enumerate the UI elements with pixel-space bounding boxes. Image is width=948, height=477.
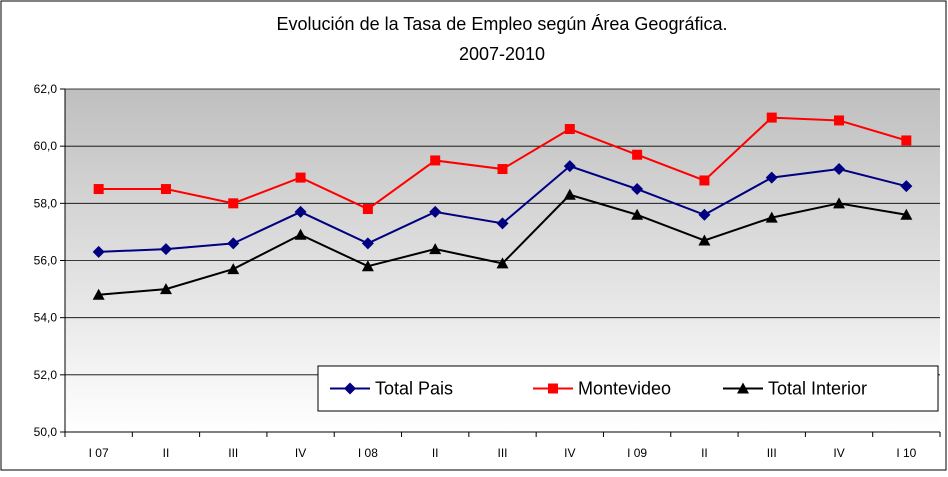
data-point	[632, 149, 643, 160]
data-point	[227, 263, 240, 275]
data-point	[361, 237, 374, 250]
data-point	[765, 171, 778, 184]
data-point	[92, 288, 105, 300]
x-tick-label: I 09	[627, 446, 647, 460]
legend-marker	[737, 382, 749, 394]
data-point	[496, 257, 509, 269]
x-tick-label: II	[701, 446, 708, 460]
data-point	[361, 260, 374, 272]
data-point	[833, 197, 846, 209]
data-point	[900, 180, 913, 193]
x-tick-label: IV	[295, 446, 306, 460]
legend-marker	[344, 382, 356, 395]
y-tick-label: 62,0	[34, 82, 58, 96]
y-tick-label: 50,0	[34, 425, 58, 439]
legend	[317, 365, 939, 412]
data-point	[765, 211, 778, 223]
data-point	[699, 175, 710, 186]
data-point	[430, 155, 441, 166]
x-tick-label: I 07	[89, 446, 109, 460]
data-point	[159, 283, 172, 295]
legend-label: Total Pais	[375, 379, 453, 399]
data-point	[698, 208, 711, 221]
x-tick-label: III	[497, 446, 507, 460]
data-point	[228, 198, 239, 209]
data-point	[564, 124, 575, 135]
data-point	[294, 228, 307, 240]
data-point	[766, 112, 777, 123]
data-point	[631, 208, 644, 220]
data-point	[834, 115, 845, 126]
data-point	[833, 163, 846, 176]
data-point	[563, 160, 576, 173]
x-tick-label: I 10	[896, 446, 916, 460]
legend-label: Total Interior	[768, 379, 867, 399]
data-point	[160, 184, 171, 195]
y-tick-label: 56,0	[34, 254, 58, 268]
data-point	[294, 205, 307, 218]
legend-label: Montevideo	[578, 379, 671, 399]
x-tick-label: II	[163, 446, 170, 460]
y-tick-label: 60,0	[34, 139, 58, 153]
x-tick-label: I 08	[358, 446, 378, 460]
chart-subtitle: 2007-2010	[459, 44, 545, 64]
chart-title: Evolución de la Tasa de Empleo según Áre…	[277, 14, 728, 34]
x-tick-label: IV	[564, 446, 575, 460]
x-tick-label: III	[228, 446, 238, 460]
y-tick-label: 54,0	[34, 311, 58, 325]
data-point	[227, 237, 240, 250]
data-point	[93, 184, 104, 195]
legend-marker	[548, 383, 558, 394]
y-tick-label: 58,0	[34, 196, 58, 210]
data-point	[900, 208, 913, 220]
data-point	[496, 217, 509, 230]
data-point	[295, 172, 306, 183]
data-point	[362, 204, 373, 215]
data-point	[429, 243, 442, 255]
data-point	[92, 245, 105, 258]
x-tick-label: III	[767, 446, 777, 460]
data-point	[901, 135, 912, 146]
x-tick-label: IV	[833, 446, 844, 460]
y-tick-label: 52,0	[34, 368, 58, 382]
data-point	[159, 243, 172, 256]
data-point	[698, 234, 711, 246]
data-point	[429, 205, 442, 218]
x-tick-label: II	[432, 446, 439, 460]
data-point	[497, 164, 508, 175]
data-point	[631, 183, 644, 196]
data-point	[563, 188, 576, 200]
